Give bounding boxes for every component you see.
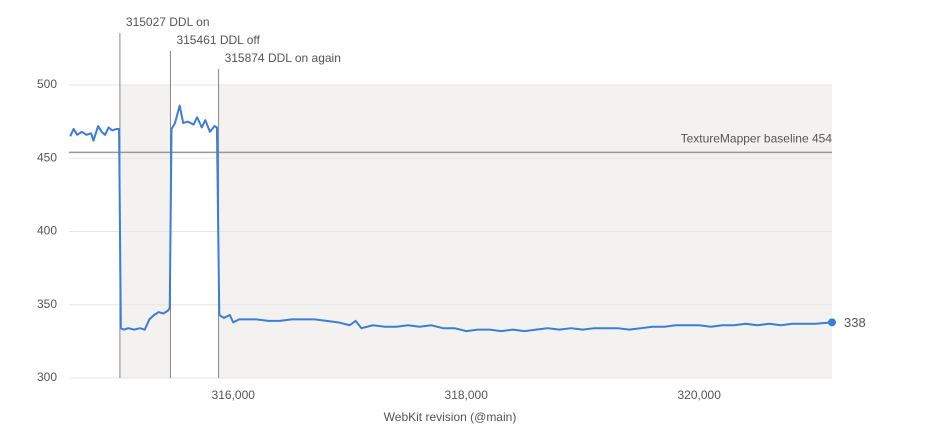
x-axis-title: WebKit revision (@main)	[384, 410, 517, 424]
last-value-label: 338	[844, 315, 866, 330]
annotation-label: 315461 DDL off	[176, 33, 260, 47]
y-tick-label: 350	[37, 297, 57, 311]
x-tick-label: 320,000	[678, 388, 722, 402]
y-tick-label: 300	[37, 370, 57, 384]
annotation-label: 315027 DDL on	[126, 15, 210, 29]
data-line	[69, 104, 833, 333]
baseline-label: TextureMapper baseline 454	[681, 132, 833, 146]
annotation-label: 315874 DDL on again	[225, 51, 341, 65]
y-tick-label: 400	[37, 224, 57, 238]
x-tick-label: 318,000	[445, 388, 489, 402]
last-point	[828, 318, 836, 327]
y-tick-label: 500	[37, 77, 57, 91]
y-tick-label: 450	[37, 150, 57, 164]
x-tick-label: 316,000	[212, 388, 256, 402]
